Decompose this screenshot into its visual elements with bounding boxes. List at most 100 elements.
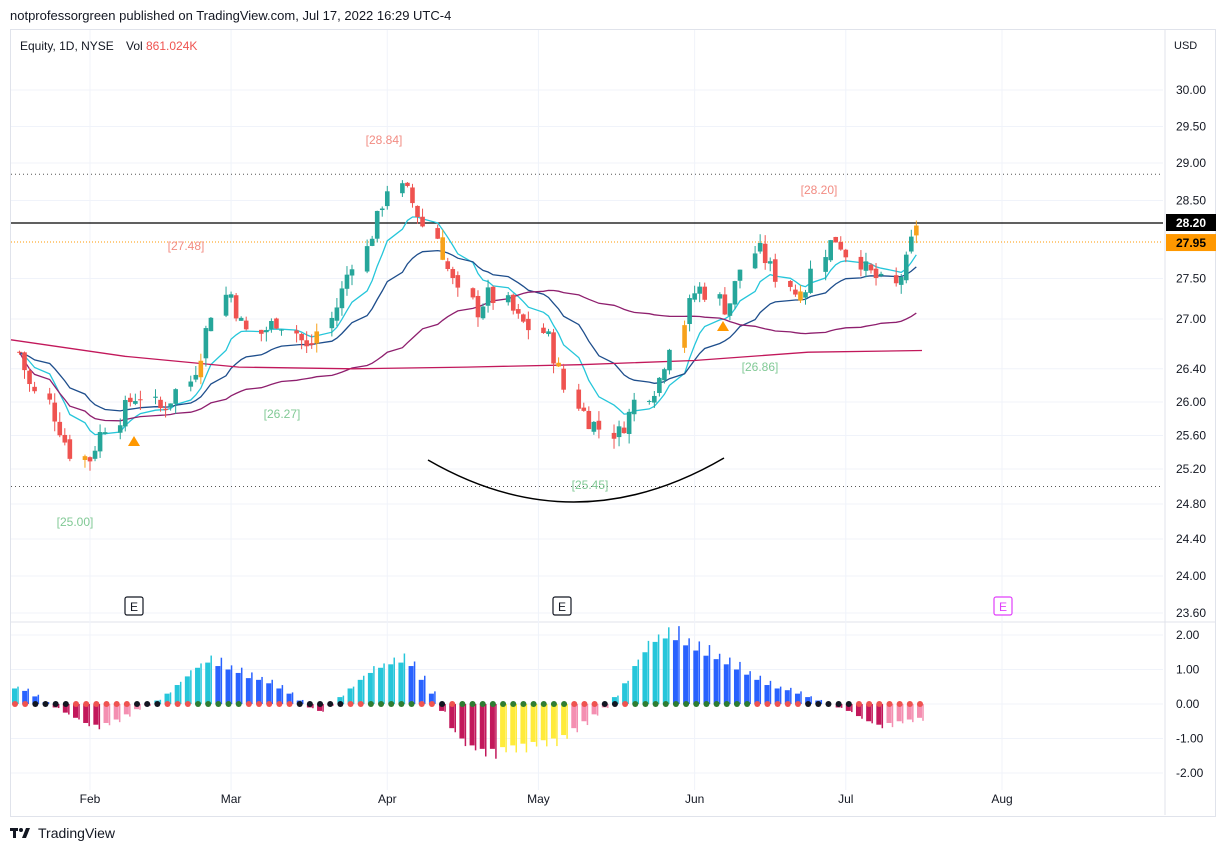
candle-body bbox=[445, 261, 451, 269]
candle-body bbox=[596, 420, 602, 430]
candle-body bbox=[843, 249, 849, 258]
price-tick-label: 27.00 bbox=[1176, 312, 1206, 326]
histogram-bar bbox=[530, 704, 536, 742]
candle-body bbox=[22, 352, 27, 371]
histogram-bar bbox=[378, 667, 384, 704]
candle-body bbox=[662, 369, 667, 381]
candle-body bbox=[138, 399, 143, 401]
candle-body bbox=[228, 294, 234, 298]
candle-body bbox=[732, 281, 738, 305]
squeeze-dot bbox=[876, 701, 883, 707]
candle-body bbox=[339, 288, 345, 309]
histogram-bar bbox=[164, 693, 170, 704]
histogram-bar bbox=[622, 683, 628, 704]
histogram-bar bbox=[83, 704, 89, 723]
candle-body bbox=[193, 374, 199, 380]
squeeze-dot bbox=[794, 701, 801, 707]
squeeze-dot bbox=[235, 701, 242, 707]
squeeze-dot bbox=[530, 701, 537, 707]
squeeze-dot bbox=[32, 701, 39, 707]
candle-body bbox=[752, 253, 758, 269]
tradingview-brand[interactable]: TradingView bbox=[10, 825, 115, 841]
candle-body bbox=[621, 427, 627, 434]
squeeze-dot bbox=[764, 701, 771, 707]
histogram-bar bbox=[32, 696, 38, 704]
candle-body bbox=[687, 298, 692, 325]
histogram-bar bbox=[510, 704, 516, 746]
axes: 30.00 29.50 29.00 28.50 27.50 27.00 26.40 26.00… bbox=[80, 83, 1207, 806]
legend-vol-value: 861.024K bbox=[146, 39, 197, 53]
candle-body bbox=[133, 401, 138, 404]
candle-body bbox=[264, 330, 269, 333]
candle-body bbox=[168, 403, 173, 408]
price-tick-label: 27.50 bbox=[1176, 272, 1206, 286]
squeeze-dot bbox=[164, 701, 171, 707]
candle-body bbox=[893, 275, 899, 284]
candle-body bbox=[903, 254, 909, 281]
candle-body bbox=[717, 294, 723, 299]
ma-slow-line bbox=[18, 289, 917, 422]
histogram-bar bbox=[845, 704, 851, 711]
price-tick-label: 24.00 bbox=[1176, 569, 1206, 583]
candle-body bbox=[798, 291, 803, 301]
ema-mid-line bbox=[19, 249, 917, 412]
histogram-bar bbox=[184, 676, 190, 704]
histogram-bar bbox=[703, 655, 709, 704]
candle-body bbox=[510, 294, 516, 311]
squeeze-dot bbox=[683, 701, 690, 707]
squeeze-dot bbox=[622, 701, 629, 707]
chart-frame[interactable] bbox=[10, 29, 1216, 817]
candle-body bbox=[57, 421, 63, 436]
candle-body bbox=[767, 261, 773, 264]
histogram-bar bbox=[581, 704, 587, 722]
squeeze-dot bbox=[286, 701, 293, 707]
last-price-tag bbox=[1166, 214, 1216, 231]
histogram-bar bbox=[886, 704, 892, 723]
histogram-bar bbox=[571, 704, 577, 729]
signal-triangle-icon bbox=[128, 436, 140, 446]
histogram-bar bbox=[174, 685, 180, 704]
squeeze-dot bbox=[256, 701, 263, 707]
histogram-bar bbox=[733, 669, 739, 704]
candle-body bbox=[626, 411, 632, 434]
histogram-bar bbox=[754, 679, 760, 704]
candle-body bbox=[616, 426, 622, 438]
squeeze-dot bbox=[855, 701, 862, 707]
candle-body bbox=[772, 259, 778, 282]
candle-body bbox=[803, 292, 808, 298]
candle-body bbox=[334, 307, 340, 321]
histogram-bar bbox=[286, 693, 292, 704]
legend-vol-label: Vol bbox=[126, 39, 143, 53]
squeeze-dot bbox=[337, 701, 344, 707]
candle-body bbox=[657, 377, 662, 394]
price-annotation: [25.45] bbox=[572, 478, 609, 492]
candle-body bbox=[67, 439, 73, 459]
candles bbox=[17, 180, 919, 471]
oscillator-histogram bbox=[12, 626, 924, 759]
price-tick-label: 26.00 bbox=[1176, 395, 1206, 409]
candle-body bbox=[450, 269, 456, 279]
histogram-bar bbox=[205, 662, 211, 704]
price-tick-label: 25.20 bbox=[1176, 462, 1206, 476]
candle-body bbox=[873, 268, 879, 279]
osc-tick-label: 1.00 bbox=[1176, 663, 1200, 677]
candle-body bbox=[329, 317, 335, 329]
candle-body bbox=[198, 360, 204, 378]
candle-body bbox=[586, 410, 592, 430]
candle-body bbox=[82, 456, 88, 460]
currency-label: USD bbox=[1174, 40, 1197, 52]
squeeze-dot bbox=[215, 701, 222, 707]
squeeze-dot bbox=[469, 701, 476, 707]
candle-body bbox=[238, 317, 244, 321]
candle-body bbox=[828, 240, 833, 261]
histogram-bar bbox=[489, 704, 495, 749]
histogram-bar bbox=[632, 666, 638, 704]
histogram-bar bbox=[113, 704, 119, 720]
candle-body bbox=[561, 368, 566, 390]
histogram-bar bbox=[245, 678, 251, 704]
squeeze-dot bbox=[378, 701, 385, 707]
time-tick-label: Apr bbox=[378, 792, 397, 806]
histogram-bar bbox=[672, 640, 678, 704]
squeeze-dot bbox=[388, 701, 395, 707]
